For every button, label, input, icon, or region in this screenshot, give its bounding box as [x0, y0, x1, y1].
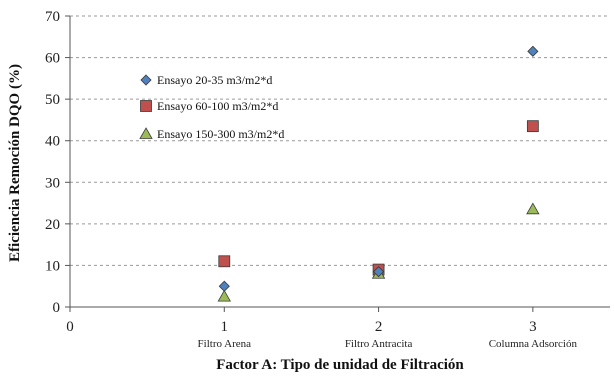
y-tick-label: 20: [45, 217, 60, 233]
data-point: [218, 255, 231, 268]
category-label: Columna Adsorción: [489, 338, 578, 350]
y-tick-label: 40: [45, 134, 60, 150]
y-tick-label: 50: [45, 92, 60, 108]
x-tick-labels: 0 1 2 3: [66, 307, 537, 335]
x-tick-label: 1: [221, 319, 229, 335]
y-tick-label: 10: [45, 258, 60, 274]
x-tick-label: 0: [66, 319, 74, 335]
legend-marker: [140, 100, 152, 112]
legend-label-2: Ensayo 60-100 m3/m2*d: [157, 99, 278, 113]
legend: Ensayo 20-35 m3/m2*d Ensayo 60-100 m3/m2…: [139, 73, 284, 141]
legend-label-1: Ensayo 20-35 m3/m2*d: [157, 73, 272, 87]
category-label: Filtro Arena: [198, 338, 252, 350]
x-tick-label: 3: [529, 319, 537, 335]
data-points: [217, 45, 540, 302]
data-point: [526, 202, 540, 215]
legend-markers: [139, 74, 153, 139]
y-tick-label: 30: [45, 175, 60, 191]
data-point: [217, 289, 231, 302]
y-tick-label: 60: [45, 51, 60, 67]
y-tick-label: 70: [45, 9, 60, 25]
x-tick-label: 2: [375, 319, 383, 335]
y-tick-labels: 0 10 20 30 40 50 60 70: [45, 9, 70, 316]
y-tick-label: 0: [53, 300, 61, 316]
data-point: [527, 45, 539, 57]
category-label: Filtro Antracita: [345, 338, 413, 350]
grid-lines: [70, 15, 610, 266]
x-axis-title: Factor A: Tipo de unidad de Filtración: [216, 357, 464, 373]
data-point: [218, 280, 230, 292]
y-axis-title: Eficiencia Remoción DQO (%): [7, 64, 23, 262]
legend-marker: [139, 127, 153, 139]
legend-label-3: Ensayo 150-300 m3/m2*d: [157, 127, 284, 141]
legend-marker: [140, 74, 152, 86]
category-labels: Filtro Arena Filtro Antracita Columna Adso…: [198, 338, 578, 350]
data-point: [373, 266, 385, 278]
data-point: [526, 120, 539, 133]
